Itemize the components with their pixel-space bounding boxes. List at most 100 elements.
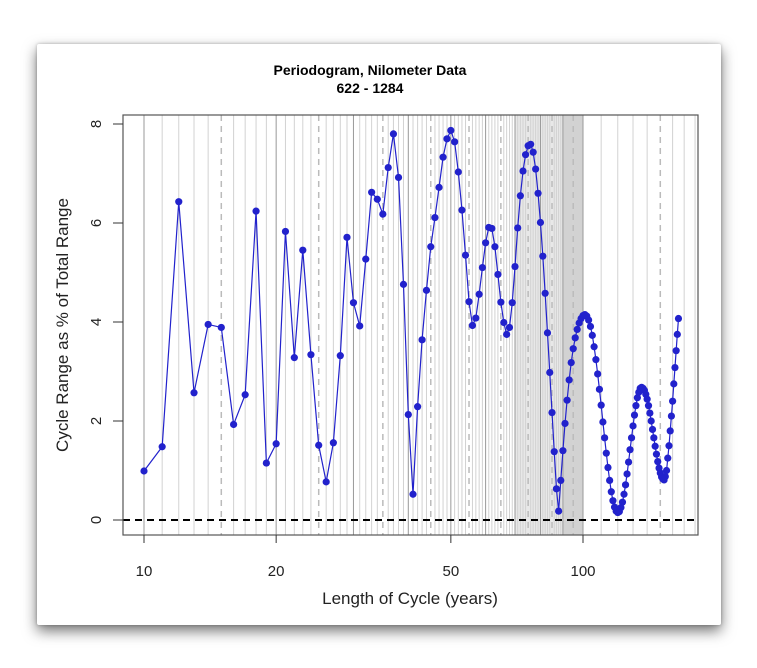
data-point bbox=[620, 490, 628, 498]
data-point bbox=[491, 243, 499, 251]
data-point bbox=[666, 427, 674, 435]
x-axis: 10 20 50 100 bbox=[136, 535, 596, 580]
data-point bbox=[204, 320, 212, 329]
data-point bbox=[665, 442, 673, 450]
data-point bbox=[478, 263, 487, 272]
data-point bbox=[627, 434, 636, 442]
data-point bbox=[552, 485, 561, 493]
data-point bbox=[674, 314, 683, 323]
y-tick-label: 8 bbox=[88, 120, 105, 128]
data-point bbox=[488, 224, 496, 233]
data-point bbox=[648, 425, 657, 434]
data-point bbox=[389, 130, 398, 138]
data-point bbox=[602, 449, 610, 457]
data-point bbox=[439, 153, 447, 161]
data-point bbox=[418, 336, 426, 344]
x-tick-label: 20 bbox=[268, 563, 285, 580]
data-point bbox=[329, 439, 337, 447]
data-point bbox=[671, 363, 679, 372]
data-series bbox=[140, 126, 683, 517]
data-point bbox=[651, 442, 659, 450]
data-point bbox=[368, 188, 376, 196]
data-point bbox=[618, 498, 627, 506]
data-point bbox=[241, 391, 249, 399]
data-point bbox=[404, 410, 412, 419]
data-point bbox=[585, 316, 593, 324]
data-point bbox=[252, 207, 260, 215]
data-point bbox=[541, 289, 549, 297]
data-point bbox=[590, 343, 598, 351]
x-tick-label: 100 bbox=[570, 563, 595, 580]
data-point bbox=[621, 481, 630, 489]
data-point bbox=[609, 497, 617, 505]
data-point bbox=[468, 321, 477, 330]
data-point bbox=[529, 148, 537, 156]
data-point bbox=[315, 441, 323, 449]
data-point bbox=[539, 252, 547, 260]
data-point bbox=[607, 488, 615, 496]
data-point bbox=[384, 163, 392, 172]
data-point bbox=[299, 246, 307, 254]
data-point bbox=[646, 409, 654, 417]
data-point bbox=[497, 298, 505, 306]
data-point bbox=[140, 467, 148, 475]
data-point bbox=[561, 419, 569, 428]
data-point bbox=[175, 198, 183, 206]
data-point bbox=[647, 417, 655, 425]
chart-title: Periodogram, Nilometer Data bbox=[274, 62, 467, 78]
data-point bbox=[336, 352, 344, 360]
y-axis-label: Cycle Range as % of Total Range bbox=[53, 198, 72, 452]
data-point bbox=[461, 251, 470, 259]
data-point bbox=[624, 458, 633, 466]
data-point bbox=[597, 401, 605, 409]
data-point bbox=[654, 457, 662, 466]
series-line bbox=[143, 128, 680, 514]
data-point bbox=[557, 476, 565, 484]
data-point bbox=[527, 140, 535, 148]
data-point bbox=[521, 151, 530, 159]
data-point bbox=[595, 385, 604, 393]
data-point bbox=[494, 270, 502, 279]
data-point bbox=[565, 376, 573, 384]
data-point bbox=[458, 206, 466, 214]
data-point bbox=[373, 195, 381, 203]
plot-window bbox=[37, 44, 721, 625]
data-point bbox=[508, 299, 516, 307]
data-point bbox=[586, 322, 595, 331]
data-point bbox=[604, 463, 612, 472]
data-point bbox=[672, 347, 680, 355]
data-point bbox=[626, 446, 634, 454]
data-point bbox=[482, 239, 490, 247]
data-point bbox=[588, 331, 596, 339]
data-point bbox=[667, 412, 676, 420]
data-point bbox=[394, 173, 403, 182]
data-point bbox=[573, 325, 581, 334]
data-point bbox=[599, 418, 607, 426]
y-axis: 0 2 4 6 8 bbox=[88, 120, 123, 524]
data-point bbox=[536, 218, 545, 227]
data-point bbox=[230, 420, 238, 429]
data-point bbox=[673, 330, 681, 338]
data-point bbox=[262, 459, 270, 467]
gridlines bbox=[143, 115, 696, 535]
data-point bbox=[534, 189, 542, 197]
data-point bbox=[543, 329, 552, 337]
data-point bbox=[630, 411, 639, 419]
data-point bbox=[633, 394, 641, 402]
data-point bbox=[601, 434, 609, 442]
data-point bbox=[343, 233, 351, 241]
data-point bbox=[532, 165, 540, 173]
data-point bbox=[559, 447, 567, 455]
data-point bbox=[662, 466, 671, 475]
data-point bbox=[290, 354, 298, 362]
data-point bbox=[422, 286, 431, 294]
data-point bbox=[516, 192, 524, 200]
plot-frame bbox=[122, 114, 699, 536]
data-point bbox=[550, 448, 558, 456]
data-point bbox=[569, 345, 577, 353]
data-point bbox=[500, 318, 508, 327]
data-point bbox=[465, 298, 473, 306]
data-point bbox=[567, 358, 575, 367]
data-point bbox=[431, 213, 439, 222]
data-point bbox=[322, 478, 330, 486]
